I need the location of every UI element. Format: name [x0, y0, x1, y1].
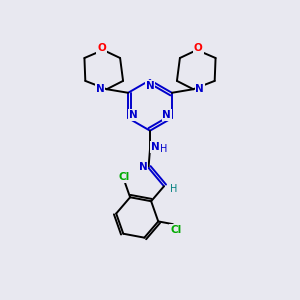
Text: Cl: Cl — [170, 225, 182, 235]
Text: N: N — [146, 81, 154, 91]
Text: H: H — [170, 184, 177, 194]
Text: N: N — [195, 84, 204, 94]
Text: N: N — [139, 162, 148, 172]
Text: N: N — [96, 84, 105, 94]
Text: N: N — [129, 110, 138, 120]
Text: N: N — [162, 110, 171, 120]
Text: Cl: Cl — [118, 172, 129, 182]
Text: H: H — [160, 144, 167, 154]
Text: N: N — [151, 142, 160, 152]
Text: O: O — [97, 44, 106, 53]
Text: O: O — [194, 44, 203, 53]
